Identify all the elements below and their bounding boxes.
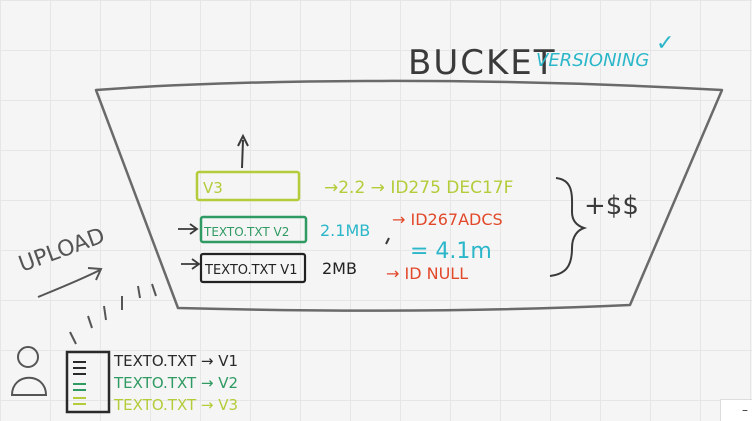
cost-label: +$$ xyxy=(584,191,639,221)
version-v2-size: 2.1MB xyxy=(320,221,370,240)
version-box-v3 xyxy=(195,170,301,202)
bucket-outline xyxy=(94,79,724,312)
document-icon xyxy=(65,350,111,414)
version-box-v2-label: TEXTO.TXT V2 xyxy=(203,225,289,239)
version-box-v3-label: V3 xyxy=(203,179,223,197)
version-v1-size: 2MB xyxy=(322,259,357,278)
upload-arrow xyxy=(37,267,103,298)
version-box-v1-label: TEXTO.TXT V1 xyxy=(204,263,297,278)
upload-list-item-2: TEXTO.TXT → V2 xyxy=(113,374,238,392)
upload-label: UPLOAD xyxy=(16,223,109,277)
cost-brace xyxy=(549,177,588,277)
total-size: = 4.1m xyxy=(410,239,492,264)
minimize-button[interactable]: – xyxy=(720,399,752,421)
version-v1-id: → ID NULL xyxy=(386,264,468,283)
signal-dashes xyxy=(69,283,157,345)
arrow-into-v2 xyxy=(178,223,199,235)
version-v3-id: →2.2 → ID275 DEC17F xyxy=(324,178,513,198)
versioning-label: VERSIONING xyxy=(536,50,649,71)
bucket-title: BUCKET xyxy=(408,43,557,83)
upload-list-item-3: TEXTO.TXT → V3 xyxy=(113,396,238,414)
version-box-v2 xyxy=(199,215,308,244)
version-v2-id: → ID267ADCS xyxy=(392,210,503,229)
tick-mark xyxy=(385,237,390,245)
user-icon xyxy=(10,346,48,396)
versioning-check: ✓ xyxy=(656,31,674,56)
version-box-v1 xyxy=(199,252,307,284)
arrow-into-v1 xyxy=(181,258,201,270)
up-arrow xyxy=(237,133,249,169)
upload-list-item-1: TEXTO.TXT → V1 xyxy=(113,352,238,370)
